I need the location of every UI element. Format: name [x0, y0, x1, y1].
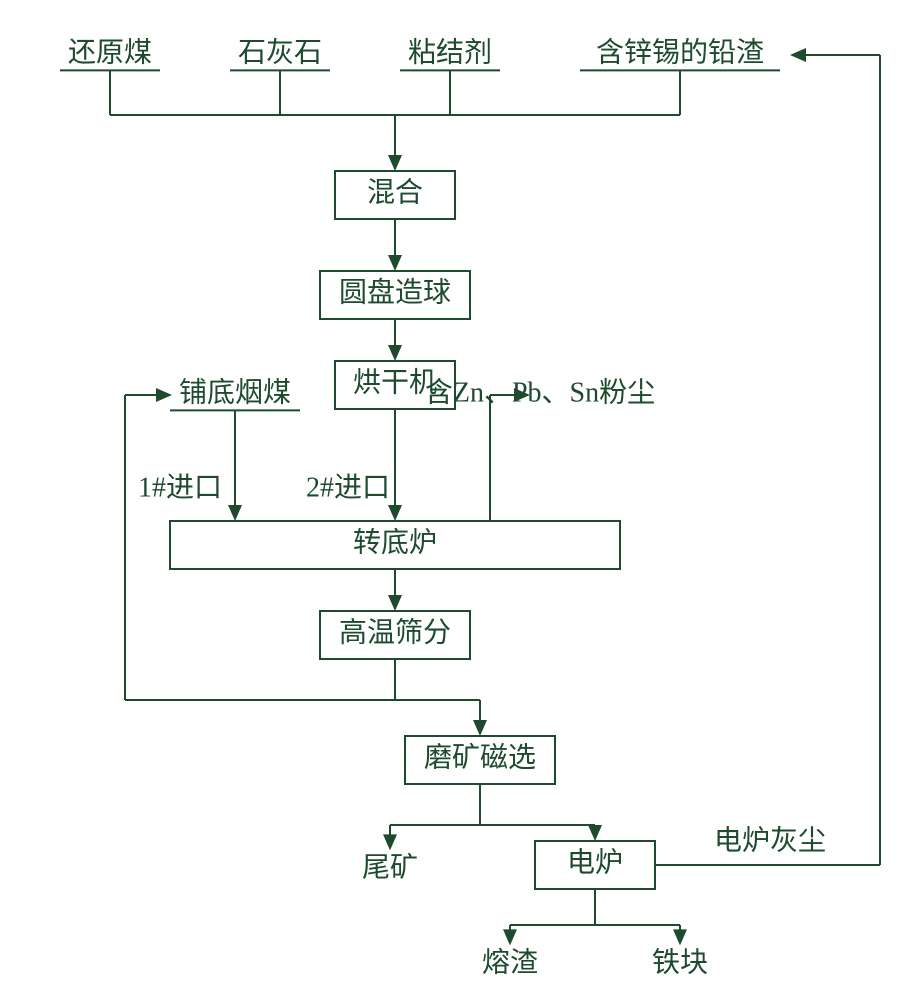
- mix-label: 混合: [367, 176, 423, 208]
- magsep-label: 磨矿磁选: [424, 741, 536, 773]
- bed-coal-label: 铺底烟煤: [179, 376, 291, 408]
- input-in-slag-label: 含锌锡的铅渣: [596, 36, 764, 68]
- input-in-coal-label: 还原煤: [68, 36, 152, 68]
- pellet-label: 圆盘造球: [339, 276, 451, 308]
- rhf-label: 转底炉: [353, 526, 437, 558]
- screen-label: 高温筛分: [339, 616, 451, 648]
- furnace-label: 电炉: [567, 846, 623, 878]
- inlet1-label: 1#进口: [138, 472, 222, 503]
- tailings-label: 尾矿: [362, 851, 418, 883]
- inlet2-label: 2#进口: [306, 472, 390, 503]
- input-in-binder-label: 粘结剂: [408, 36, 492, 68]
- input-in-lime-label: 石灰石: [238, 36, 322, 68]
- furnace-dust-label: 电炉灰尘: [714, 824, 826, 856]
- dust-label: 含Zn、Pb、Sn粉尘: [425, 376, 655, 408]
- slag-label: 熔渣: [482, 946, 538, 978]
- iron-label: 铁块: [652, 946, 708, 978]
